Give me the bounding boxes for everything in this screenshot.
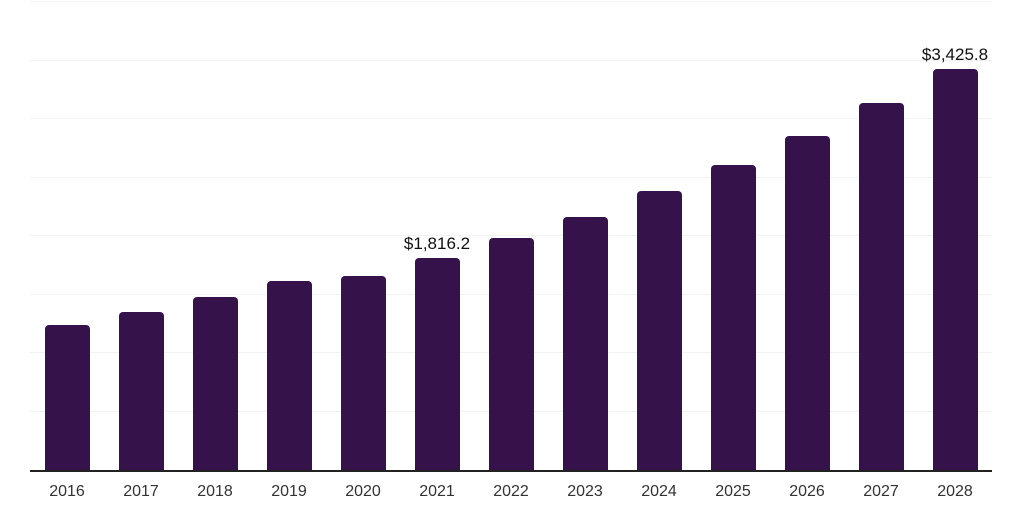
bar-2020[interactable] xyxy=(340,275,386,470)
gridline-2000 xyxy=(30,235,992,236)
x-tick-label-2023: 2023 xyxy=(567,483,603,500)
bar-2027[interactable] xyxy=(858,103,904,470)
bar-2028[interactable] xyxy=(932,69,978,470)
bar-group-2024 xyxy=(622,2,696,470)
bar-group-2021: $1,816.2 xyxy=(400,2,474,470)
gridline-2500 xyxy=(30,176,992,178)
bar-value-label-2028: $3,425.8 xyxy=(921,45,989,65)
x-tick-label-2026: 2026 xyxy=(789,483,825,500)
bar-2018[interactable] xyxy=(192,296,238,470)
x-tick-label-2019: 2019 xyxy=(271,483,307,500)
bar-group-2026 xyxy=(770,2,844,470)
bar-group-2028: $3,425.8 xyxy=(918,2,992,470)
bar-group-2020 xyxy=(326,2,400,470)
plot-area: $1,816.2 $3,425.8 xyxy=(30,1,992,472)
bar-group-2023 xyxy=(548,2,622,470)
bar-group-2025 xyxy=(696,2,770,470)
bar-2019[interactable] xyxy=(266,281,312,470)
x-axis-line xyxy=(30,470,992,472)
bar-2017[interactable] xyxy=(118,312,164,470)
bar-group-2027 xyxy=(844,2,918,470)
bar-group-2018 xyxy=(178,2,252,470)
x-tick-label-2016: 2016 xyxy=(49,483,85,500)
x-tick-label-2027: 2027 xyxy=(863,483,899,500)
bar-group-2022 xyxy=(474,2,548,470)
bar-group-2016 xyxy=(30,2,104,470)
gridline-3000 xyxy=(30,118,992,119)
x-tick-label-2025: 2025 xyxy=(715,483,751,500)
x-tick-label-2017: 2017 xyxy=(123,483,159,500)
bar-2022[interactable] xyxy=(488,237,534,470)
bar-2026[interactable] xyxy=(784,135,830,470)
bar-2025[interactable] xyxy=(710,165,756,470)
x-tick-label-2028: 2028 xyxy=(937,483,973,500)
bar-2024[interactable] xyxy=(636,190,682,470)
bars-container: $1,816.2 $3,425.8 xyxy=(30,2,992,470)
x-tick-label-2021: 2021 xyxy=(419,483,455,500)
bar-2023[interactable] xyxy=(562,217,608,470)
x-tick-label-2018: 2018 xyxy=(197,483,233,500)
x-axis-tick-labels: 2016 2017 2018 2019 2020 2021 2022 2023 2024 2025… xyxy=(30,482,992,502)
x-tick-label-2024: 2024 xyxy=(641,483,677,500)
bar-2016[interactable] xyxy=(44,324,90,470)
bar-2021[interactable] xyxy=(414,257,460,470)
x-tick-label-2022: 2022 xyxy=(493,483,529,500)
bar-value-label-2021: $1,816.2 xyxy=(403,233,471,253)
bar-group-2019 xyxy=(252,2,326,470)
bar-group-2017 xyxy=(104,2,178,470)
x-tick-label-2020: 2020 xyxy=(345,483,381,500)
gridline-3500 xyxy=(30,59,992,61)
gridline-4000 xyxy=(30,1,992,2)
